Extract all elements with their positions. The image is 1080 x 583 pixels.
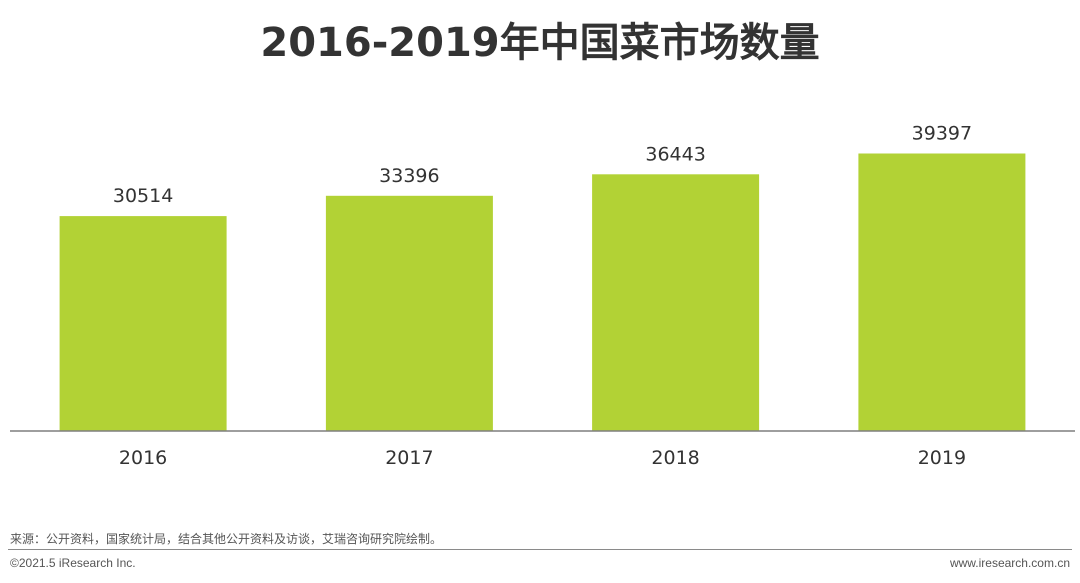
bars-group xyxy=(59,153,1026,432)
value-label-2017: 33396 xyxy=(379,165,439,187)
copyright-text: ©2021.5 iResearch Inc. xyxy=(10,556,136,570)
footer-divider xyxy=(8,549,1072,550)
tick-label-2016: 2016 xyxy=(119,447,167,469)
tick-labels-group: 2016 2017 2018 2019 xyxy=(119,447,966,469)
website-link[interactable]: www.iresearch.com.cn xyxy=(949,556,1070,570)
bar-2018 xyxy=(592,174,760,432)
tick-label-2018: 2018 xyxy=(651,447,699,469)
bar-2016 xyxy=(59,216,227,431)
source-note: 来源：公开资料，国家统计局，结合其他公开资料及访谈，艾瑞咨询研究院绘制。 xyxy=(10,532,443,546)
value-label-2016: 30514 xyxy=(113,185,173,207)
bar-2017 xyxy=(325,195,493,431)
value-label-2019: 39397 xyxy=(912,123,972,145)
value-labels-group: 30514 33396 36443 39397 xyxy=(113,123,972,208)
bar-2019 xyxy=(858,153,1026,431)
tick-label-2019: 2019 xyxy=(918,447,966,469)
chart-title: 2016-2019年中国菜市场数量 xyxy=(260,20,820,66)
value-label-2018: 36443 xyxy=(645,143,705,165)
tick-label-2017: 2017 xyxy=(385,447,433,469)
